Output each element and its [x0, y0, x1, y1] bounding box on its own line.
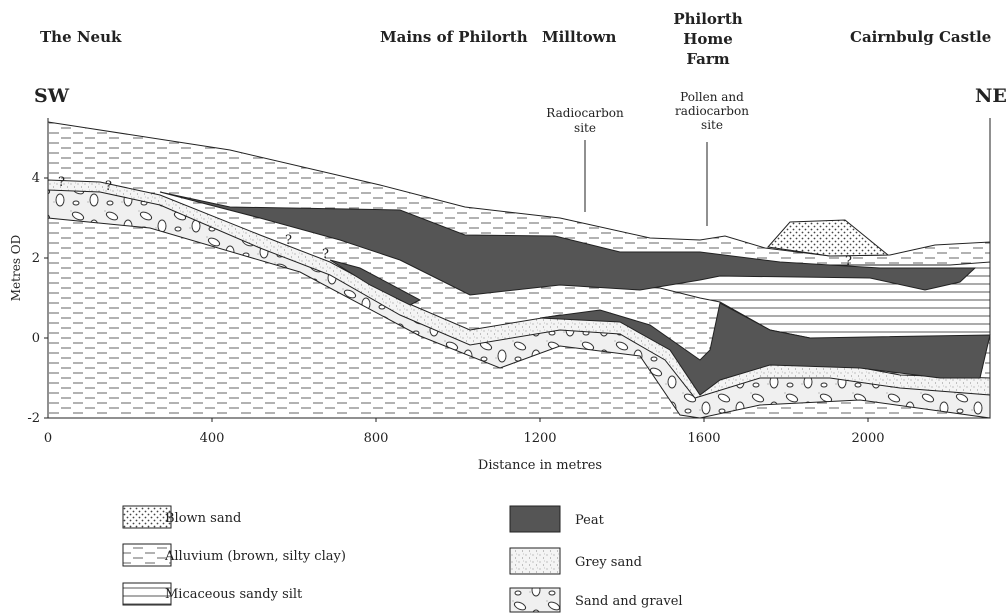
question-mark: ? — [322, 247, 329, 262]
x-axis-title: Distance in metres — [478, 458, 602, 473]
place: Mains of Philorth — [380, 28, 528, 46]
place: Cairnbulg Castle — [850, 28, 991, 46]
site-label: Pollen and — [680, 90, 744, 104]
direction: SW — [34, 85, 70, 107]
x-tick-label: 0 — [44, 431, 52, 446]
legend-label: Blown sand — [165, 511, 241, 526]
place-names: The Neuk Mains of Philorth Milltown Phil… — [34, 10, 1007, 135]
place: The Neuk — [40, 28, 122, 46]
y-tick-label: 0 — [32, 331, 40, 346]
legend-swatch — [123, 583, 171, 605]
question-mark: ? — [285, 233, 292, 248]
y-axis-title: Metres OD — [9, 235, 23, 301]
x-tick-label: 2000 — [851, 431, 884, 446]
x-tick-label: 400 — [200, 431, 225, 446]
x-tick-label: 1200 — [523, 431, 556, 446]
legend-swatch — [123, 506, 171, 528]
place: Milltown — [542, 28, 617, 46]
legend-labels: Blown sand Alluvium (brown, silty clay) … — [164, 511, 683, 609]
site-label: radiocarbon — [675, 104, 749, 118]
site-label: site — [701, 118, 723, 132]
site-label: Radiocarbon — [546, 106, 624, 120]
section — [48, 122, 990, 418]
legend-label: Sand and gravel — [575, 594, 683, 609]
site-label: site — [574, 121, 596, 135]
legend-swatch — [510, 506, 560, 532]
direction: NE — [975, 85, 1007, 107]
x-tick-label: 1600 — [687, 431, 720, 446]
x-tick-label: 800 — [364, 431, 389, 446]
question-mark: ? — [105, 179, 112, 194]
y-tick-label: 4 — [32, 171, 40, 186]
y-tick-label: 2 — [32, 251, 40, 266]
y-tick-label: -2 — [27, 411, 40, 426]
legend-label: Grey sand — [575, 555, 642, 570]
question-mark: ? — [58, 175, 65, 190]
legend-label: Alluvium (brown, silty clay) — [164, 549, 346, 564]
legend-label: Micaceous sandy silt — [165, 587, 303, 602]
place: Philorth — [673, 10, 742, 28]
question-mark: ? — [845, 254, 852, 269]
cross-section: The Neuk Mains of Philorth Milltown Phil… — [0, 0, 1007, 614]
place: Farm — [686, 50, 729, 68]
legend-swatch — [510, 548, 560, 574]
legend-label: Peat — [575, 513, 605, 528]
legend-swatch — [123, 544, 171, 566]
legend-swatch — [510, 588, 560, 612]
place: Home — [683, 30, 733, 48]
